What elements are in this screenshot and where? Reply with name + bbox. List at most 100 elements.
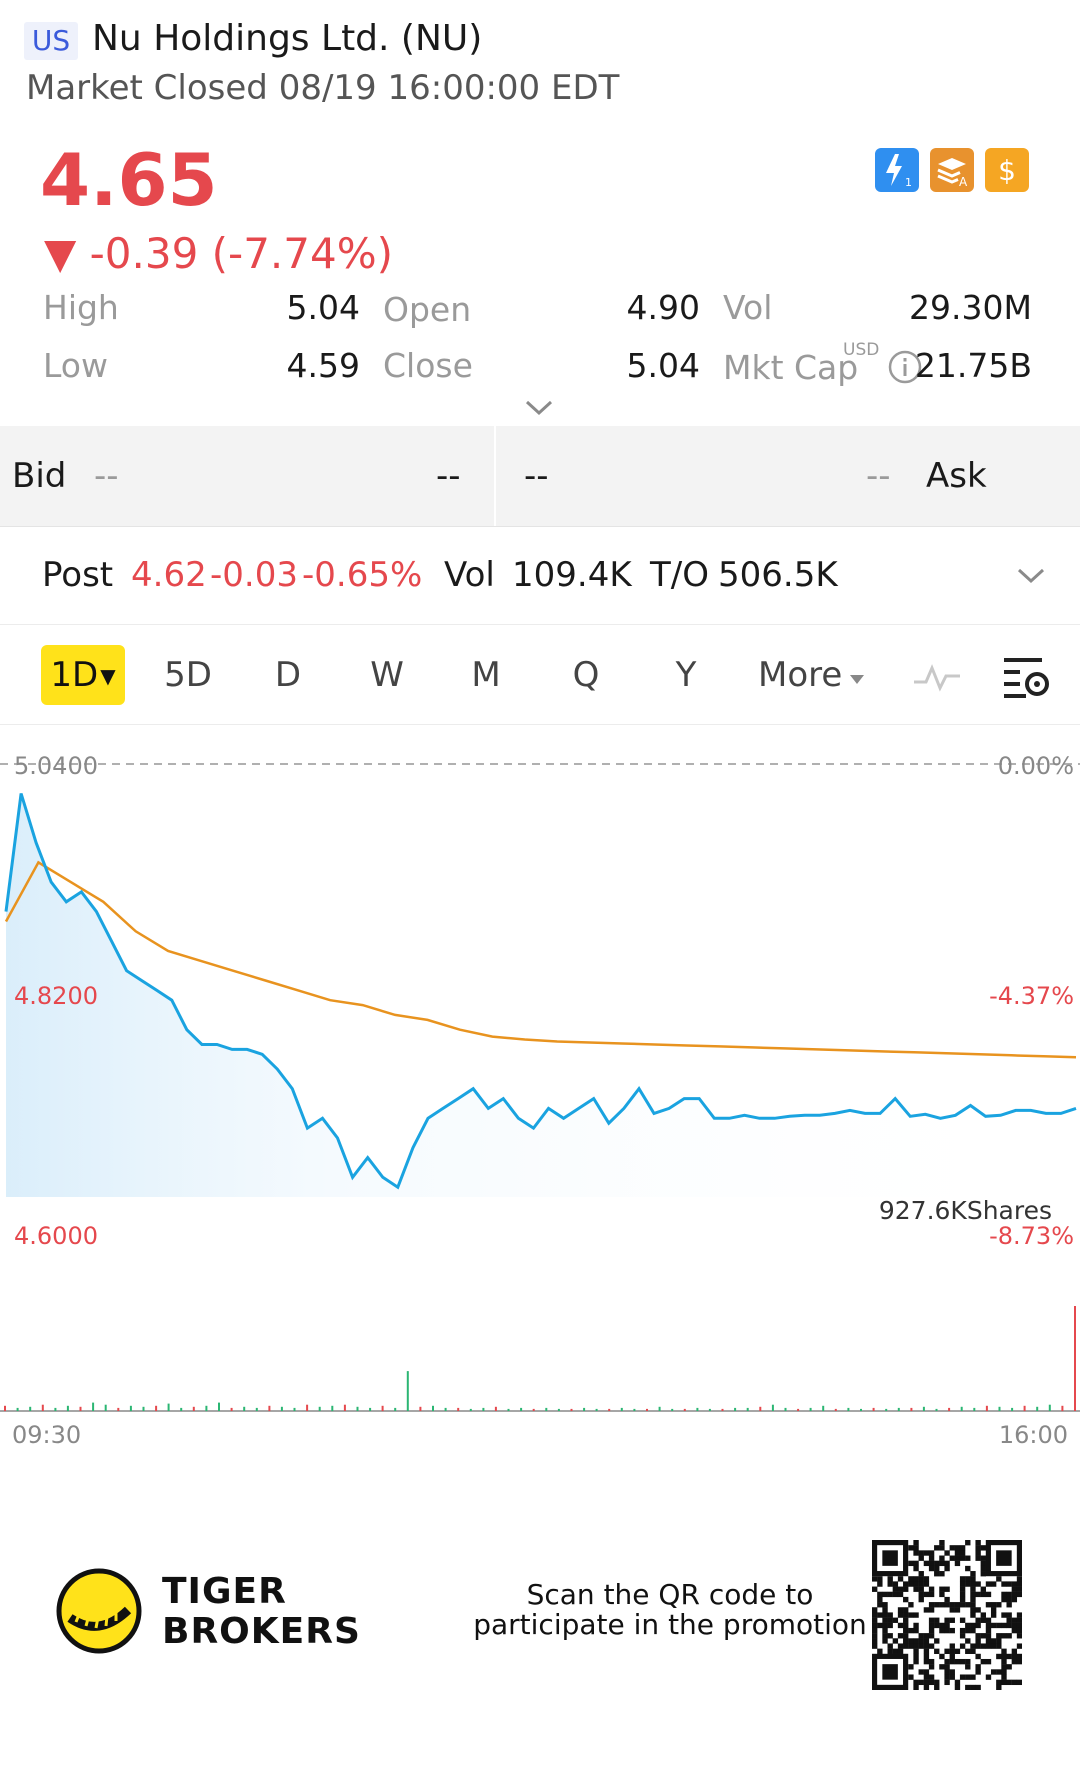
volume-bar [218, 1402, 220, 1411]
qr-module [923, 1669, 930, 1675]
qr-module [1016, 1622, 1022, 1629]
close-label: Close [383, 346, 473, 385]
qr-code[interactable] [872, 1540, 1022, 1690]
tab-w[interactable]: W [370, 655, 404, 695]
volume-bar [369, 1407, 372, 1411]
qr-module [903, 1633, 909, 1639]
qr-module [990, 1602, 997, 1608]
qr-module [913, 1540, 919, 1546]
qr-module [959, 1643, 966, 1649]
tab-d[interactable]: D [274, 655, 302, 695]
qr-module [918, 1571, 924, 1577]
qr-module [928, 1586, 935, 1592]
qr-module [996, 1638, 1002, 1644]
qr-module [887, 1648, 893, 1654]
qr-module [990, 1643, 997, 1649]
qr-module [908, 1638, 914, 1644]
qr-module [980, 1633, 986, 1639]
qr-module [908, 1643, 914, 1649]
qr-module [928, 1622, 935, 1629]
tab-m[interactable]: M [471, 655, 501, 695]
dollar-icon[interactable]: $ [985, 148, 1029, 192]
qr-module [939, 1545, 945, 1551]
volume-bar [1061, 1405, 1064, 1412]
qr-module [1001, 1669, 1007, 1675]
post-chevron-down-icon[interactable] [1016, 566, 1046, 586]
tab-1d[interactable]: 1D ▼ [41, 645, 125, 705]
vol-label: Vol [723, 288, 773, 327]
chart-settings-icon[interactable] [1002, 652, 1052, 700]
qr-module [959, 1596, 966, 1603]
qr-module [1006, 1602, 1012, 1608]
qr-module [949, 1669, 955, 1675]
qr-module [897, 1576, 904, 1582]
volume-bar [507, 1408, 510, 1411]
qr-module [882, 1638, 888, 1644]
qr-module [923, 1674, 930, 1680]
qr-module [1001, 1633, 1007, 1639]
expand-chevron-icon[interactable] [524, 398, 554, 418]
x-tick-end: 16:00 [999, 1421, 1068, 1449]
volume-bar [746, 1407, 749, 1411]
qr-module [897, 1633, 904, 1639]
tab-5d[interactable]: 5D [164, 655, 212, 695]
volume-bar [29, 1406, 32, 1411]
volume-bar [1023, 1405, 1026, 1412]
qr-module [959, 1633, 966, 1639]
qr-module [944, 1664, 950, 1670]
info-icon[interactable] [888, 350, 922, 384]
qr-module [1011, 1617, 1018, 1623]
qr-module [918, 1581, 924, 1587]
qr-module [996, 1622, 1002, 1629]
post-label: Post [42, 555, 114, 595]
qr-module [897, 1643, 904, 1649]
qr-module [923, 1648, 930, 1654]
qr-module [923, 1633, 930, 1639]
intraday-chart[interactable]: 5.0400 4.8200 4.6000 0.00% -4.37% -8.73%… [0, 740, 1080, 1460]
qr-module [928, 1617, 935, 1623]
qr-module [970, 1612, 976, 1618]
tab-y[interactable]: Y [675, 655, 697, 695]
qr-module [980, 1565, 986, 1572]
qr-module [965, 1638, 971, 1644]
layers-a-icon[interactable]: A [930, 148, 974, 192]
qr-module [1016, 1658, 1022, 1665]
qr-module [918, 1555, 924, 1561]
qr-module [913, 1643, 919, 1649]
qr-module [949, 1545, 955, 1551]
ask-label: Ask [926, 456, 987, 496]
lightning-level1-icon[interactable]: 1 [875, 148, 919, 192]
volume-bar [595, 1408, 598, 1411]
post-market-row[interactable] [0, 528, 1080, 625]
bid-size: -- [436, 456, 461, 496]
tab-q[interactable]: Q [572, 655, 600, 695]
qr-module [985, 1591, 992, 1598]
qr-module [939, 1627, 945, 1634]
qr-module [954, 1679, 961, 1686]
qr-module [913, 1565, 919, 1572]
qr-module [877, 1622, 883, 1629]
qr-module [975, 1545, 981, 1551]
volume-bar [985, 1405, 988, 1412]
volume-bar [834, 1408, 837, 1411]
qr-module [949, 1658, 955, 1665]
qr-module [975, 1653, 981, 1660]
qr-module [996, 1602, 1002, 1608]
tiger-logo-icon [56, 1568, 142, 1654]
indicator-wave-icon[interactable] [912, 660, 962, 694]
qr-module [965, 1581, 971, 1587]
qr-module [913, 1658, 919, 1665]
volume-bar [1036, 1406, 1039, 1411]
qr-module [923, 1643, 930, 1649]
more-caret-icon [850, 670, 864, 684]
qr-module [965, 1658, 971, 1665]
qr-module [959, 1591, 966, 1598]
tab-more[interactable]: More [758, 655, 843, 695]
qr-module [959, 1545, 966, 1551]
qr-module [949, 1648, 955, 1654]
volume-bar [104, 1404, 107, 1411]
qr-module [949, 1602, 955, 1608]
qr-module [913, 1612, 919, 1618]
volume-bar [1048, 1404, 1051, 1411]
qr-module [996, 1653, 1002, 1660]
